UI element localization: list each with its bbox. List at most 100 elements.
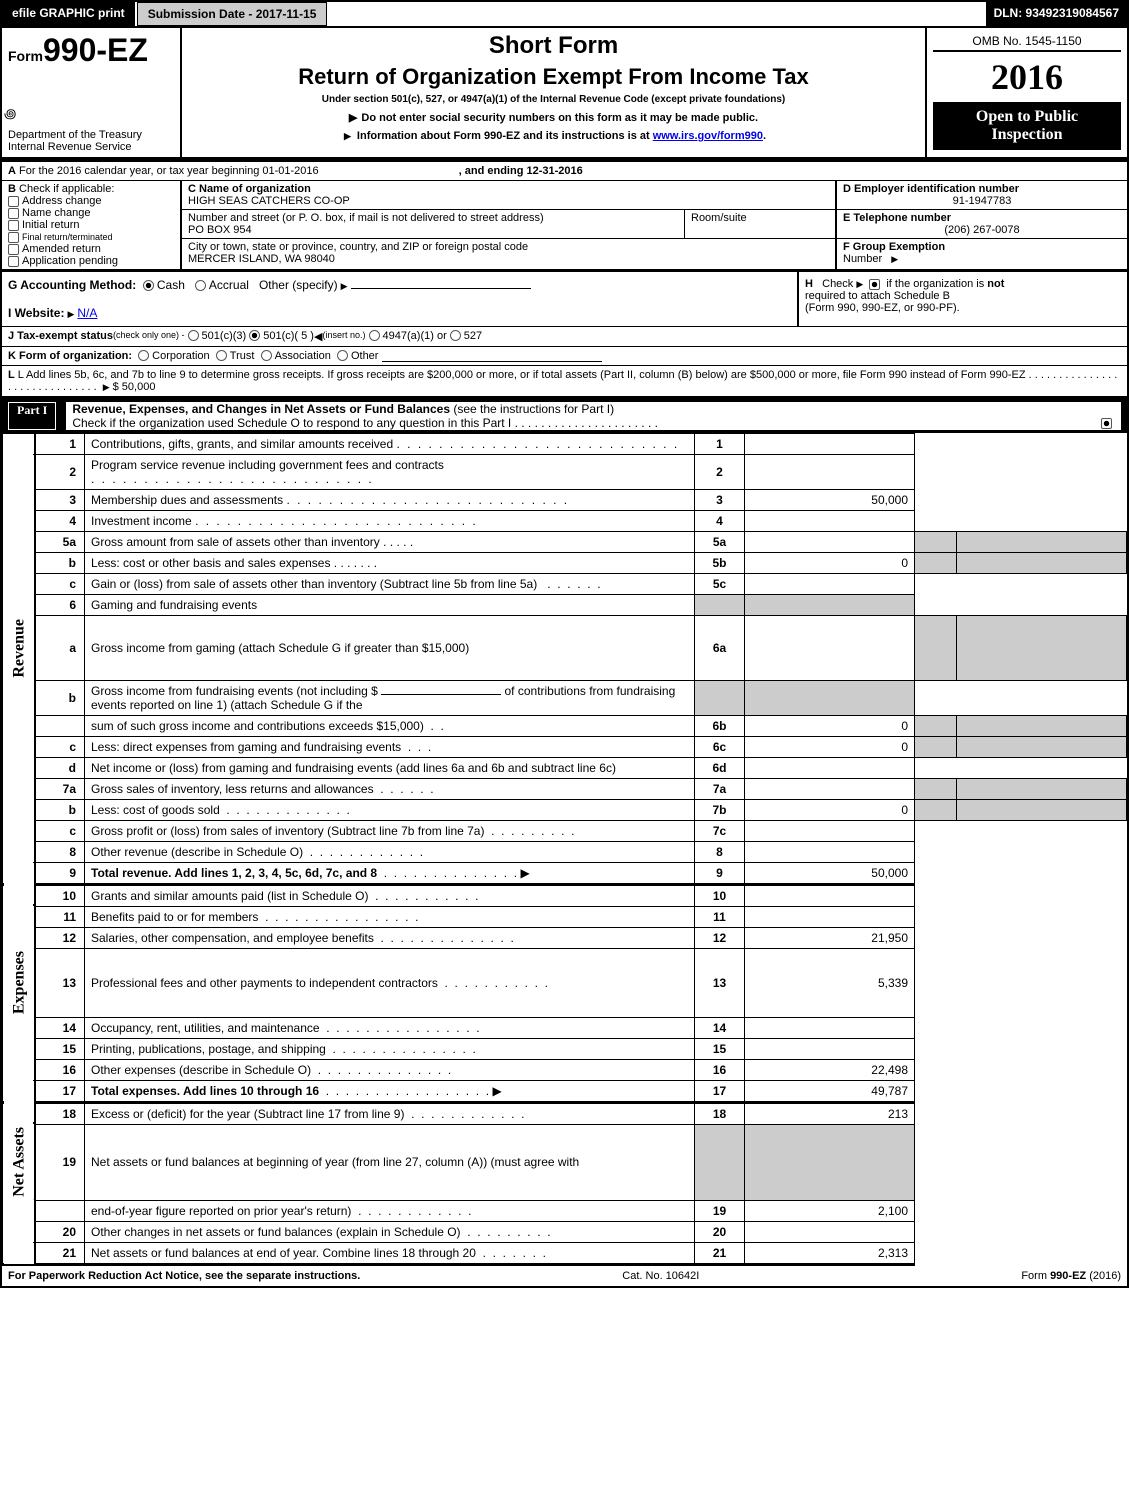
line-h-txt1: if the organization is	[886, 278, 984, 290]
row-20-mv	[745, 1221, 915, 1242]
row-10-mv	[745, 884, 915, 906]
row-6c-num: c	[35, 736, 85, 757]
efile-print-button[interactable]: efile GRAPHIC print	[2, 2, 137, 26]
radio-other-org[interactable]	[337, 350, 348, 361]
dept-treasury: Department of the Treasury	[8, 129, 174, 141]
row-19-desc: Net assets or fund balances at beginning…	[85, 1124, 695, 1200]
radio-accrual[interactable]	[195, 280, 206, 291]
line-i-label: I Website:	[8, 306, 64, 320]
line-a: A For the 2016 calendar year, or tax yea…	[2, 159, 1127, 181]
website-value[interactable]: N/A	[77, 306, 97, 320]
row-4-mn: 4	[695, 511, 745, 532]
box-d-label: D Employer identification number	[843, 183, 1019, 195]
dept-irs: Internal Revenue Service	[8, 141, 174, 153]
chk-name-change[interactable]	[8, 208, 19, 219]
row-7c-mn: 7c	[695, 820, 745, 841]
row-12-desc: Salaries, other compensation, and employ…	[91, 931, 374, 945]
chk-schedule-o-used[interactable]	[1101, 418, 1112, 429]
chk-final-return[interactable]	[8, 232, 19, 243]
revenue-tab: Revenue	[3, 616, 35, 681]
row-16-mn: 16	[695, 1059, 745, 1080]
radio-corporation[interactable]	[138, 350, 149, 361]
row-6b-num: b	[35, 680, 85, 715]
row-14-mv	[745, 1017, 915, 1038]
line-j-sub: (check only one) -	[113, 330, 185, 343]
instruction-info: Information about Form 990-EZ and its in…	[188, 130, 919, 142]
row-5b-num: b	[35, 553, 85, 574]
row-21-mn: 21	[695, 1242, 745, 1264]
row-7b-desc: Less: cost of goods sold	[91, 803, 220, 817]
row-19-mv: 2,100	[745, 1200, 915, 1221]
irs-link[interactable]: www.irs.gov/form990	[653, 130, 763, 142]
row-19-mn: 19	[695, 1200, 745, 1221]
part-1-title-sub: (see the instructions for Part I)	[450, 402, 614, 416]
footer-form-pre: Form	[1021, 1270, 1050, 1282]
radio-501c3[interactable]	[188, 330, 199, 341]
box-f-label: F Group Exemption	[843, 241, 945, 253]
footer-form: 990-EZ	[1050, 1270, 1086, 1282]
row-18-mv: 213	[745, 1102, 915, 1124]
submission-date: Submission Date - 2017-11-15	[137, 2, 328, 26]
radio-trust[interactable]	[216, 350, 227, 361]
return-title: Return of Organization Exempt From Incom…	[188, 64, 919, 90]
line-l-text: L Add lines 5b, 6c, and 7b to line 9 to …	[8, 369, 1117, 393]
telephone-value: (206) 267-0078	[843, 224, 1121, 236]
row-6b2-num	[35, 715, 85, 736]
footer: For Paperwork Reduction Act Notice, see …	[2, 1266, 1127, 1286]
opt-name-change: Name change	[22, 207, 91, 219]
row-5b-sn: 5b	[695, 553, 745, 574]
row-16-num: 16	[35, 1059, 85, 1080]
radio-4947a1[interactable]	[369, 330, 380, 341]
footer-left: For Paperwork Reduction Act Notice, see …	[8, 1270, 360, 1282]
row-9-mv: 50,000	[745, 862, 915, 884]
radio-cash[interactable]	[143, 280, 154, 291]
line-h-label: H	[805, 278, 813, 290]
chk-initial-return[interactable]	[8, 220, 19, 231]
chk-application-pending[interactable]	[8, 256, 19, 267]
row-11-desc: Benefits paid to or for members	[91, 910, 258, 924]
line-g-h: G Accounting Method: Cash Accrual Other …	[2, 272, 1127, 327]
row-5b-sv: 0	[745, 553, 915, 574]
row-6-desc: Gaming and fundraising events	[85, 595, 695, 616]
row-13-mv: 5,339	[745, 948, 915, 1017]
row-3-num: 3	[35, 490, 85, 511]
chk-schedule-b-not-required[interactable]	[869, 279, 880, 290]
row-12-mv: 21,950	[745, 927, 915, 948]
row-2-mn: 2	[695, 455, 745, 490]
row-4-num: 4	[35, 511, 85, 532]
line-g-label: G Accounting Method:	[8, 278, 136, 292]
line-k: K Form of organization: Corporation Trus…	[2, 347, 1127, 366]
line-h-txt3: (Form 990, 990-EZ, or 990-PF).	[805, 302, 960, 314]
row-6c-desc: Less: direct expenses from gaming and fu…	[91, 740, 401, 754]
row-2-desc: Program service revenue including govern…	[91, 458, 444, 472]
chk-amended-return[interactable]	[8, 244, 19, 255]
row-6b-desc1: Gross income from fundraising events (no…	[91, 684, 378, 698]
line-j: J Tax-exempt status(check only one) - 50…	[2, 327, 1127, 347]
dln-number: DLN: 93492319084567	[986, 2, 1127, 26]
row-20-mn: 20	[695, 1221, 745, 1242]
radio-association[interactable]	[261, 350, 272, 361]
part-1-checkline: Check if the organization used Schedule …	[72, 416, 658, 430]
row-6c-sn: 6c	[695, 736, 745, 757]
radio-527[interactable]	[450, 330, 461, 341]
room-label: Room/suite	[691, 212, 747, 224]
row-7a-num: 7a	[35, 778, 85, 799]
row-5a-sn: 5a	[695, 532, 745, 553]
row-18-mn: 18	[695, 1102, 745, 1124]
street-value: PO BOX 954	[188, 224, 252, 236]
chk-address-change[interactable]	[8, 196, 19, 207]
row-6d-num: d	[35, 757, 85, 778]
row-13-mn: 13	[695, 948, 745, 1017]
box-c-label: C Name of organization	[188, 183, 311, 195]
row-8-mn: 8	[695, 841, 745, 862]
org-name: HIGH SEAS CATCHERS CO-OP	[188, 195, 350, 207]
row-7a-desc: Gross sales of inventory, less returns a…	[91, 782, 374, 796]
opt-association: Association	[275, 350, 331, 362]
row-3-mv: 50,000	[745, 490, 915, 511]
open-to-public-badge: Open to PublicInspection	[933, 102, 1121, 150]
radio-501c[interactable]	[249, 330, 260, 341]
line-h-not: not	[987, 278, 1004, 290]
tax-year: 2016	[933, 52, 1121, 102]
row-8-mv	[745, 841, 915, 862]
opt-4947a1: 4947(a)(1) or	[383, 330, 447, 343]
